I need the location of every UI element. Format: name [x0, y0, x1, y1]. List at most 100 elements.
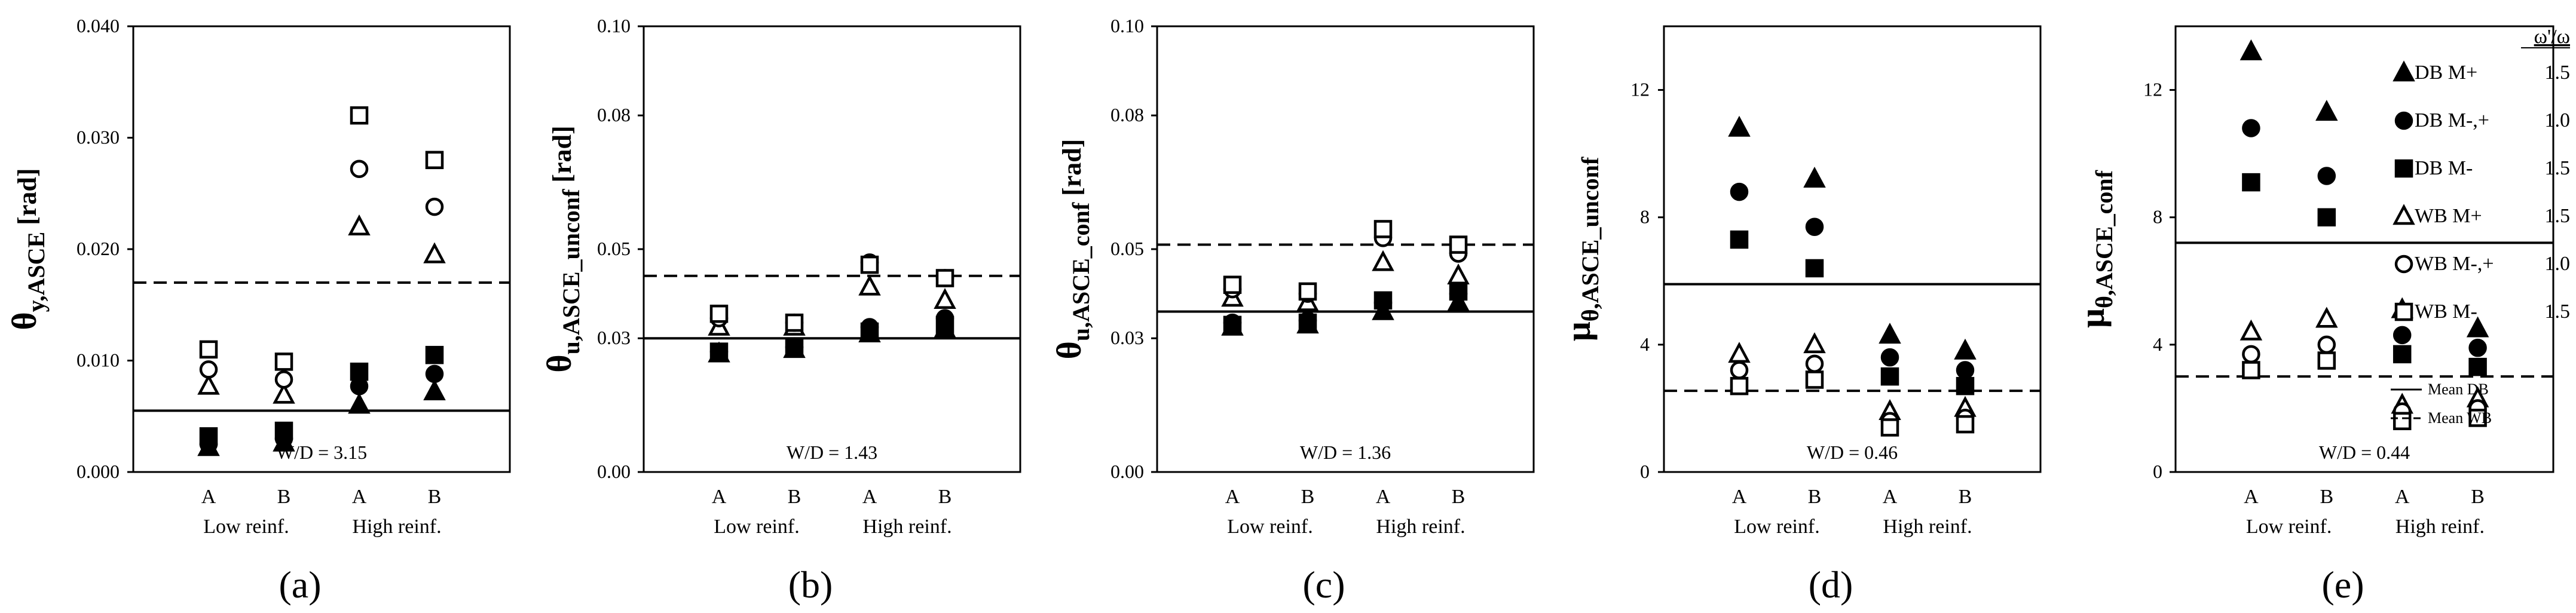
data-point	[1730, 230, 1749, 249]
data-point	[860, 255, 879, 274]
chart-panel-4: 0 4 8 12 μθ,ASCE_unconf W/D = 0.46 A B A B Low rei…	[1559, 25, 2042, 606]
data-point	[348, 393, 371, 414]
legend-entry-label: WB M-	[2415, 301, 2477, 323]
y-tick-label: 8	[1640, 206, 1650, 228]
y-tick-label: 0.03	[1110, 327, 1144, 348]
x-tick-label: B	[1452, 486, 1466, 508]
legend-entry: WB M- 1.5	[2394, 301, 2570, 323]
y-tick-label: 8	[2153, 206, 2162, 228]
legend-line-label: Mean DB	[2428, 381, 2489, 398]
x-tick-label: B	[1808, 486, 1822, 508]
legend-entry: DB M- 1.5	[2394, 157, 2571, 179]
data-point	[197, 373, 220, 395]
legend-entry-ratio: 1.5	[2545, 157, 2571, 179]
data-point	[709, 304, 729, 323]
x-tick-label: B	[277, 486, 291, 508]
x-tick-label: B	[2320, 486, 2333, 508]
wd-ratio-annotation: W/D = 1.43	[787, 442, 877, 463]
data-point	[425, 197, 444, 216]
y-tick-label: 0.030	[77, 127, 120, 148]
x-tick-label: A	[201, 486, 216, 508]
data-point	[1449, 282, 1468, 301]
data-point	[2393, 326, 2412, 345]
panel-caption: (a)	[279, 563, 321, 606]
data-point	[1728, 342, 1751, 363]
legend-entry-ratio: 1.5	[2545, 205, 2571, 227]
group-label: Low reinf.	[1734, 516, 1820, 538]
data-point	[1223, 315, 1242, 335]
data-point	[2468, 409, 2487, 427]
data-point	[785, 313, 804, 332]
data-point	[1954, 338, 1977, 360]
data-point	[1803, 167, 1826, 188]
legend-line-entry: Mean DB	[2391, 381, 2489, 398]
data-point	[1223, 275, 1242, 294]
data-point	[935, 269, 954, 287]
data-point	[2242, 119, 2260, 137]
data-point	[2317, 167, 2336, 185]
group-label: Low reinf.	[203, 516, 289, 538]
y-tick-label: 0.010	[77, 350, 120, 371]
legend-marker	[2393, 204, 2415, 225]
data-point	[934, 288, 956, 309]
group-label: Low reinf.	[714, 516, 800, 538]
data-point	[1373, 220, 1393, 238]
data-point	[860, 322, 879, 341]
data-point	[348, 214, 371, 235]
x-tick-label: A	[1883, 486, 1898, 508]
group-label: High reinf.	[862, 516, 952, 538]
x-tick-label: B	[788, 486, 801, 508]
x-tick-label: A	[2395, 486, 2410, 508]
x-tick-label: A	[1732, 486, 1747, 508]
data-point	[2242, 173, 2260, 192]
legend-entry-label: DB M+	[2415, 62, 2477, 84]
y-tick-label: 0.00	[1110, 461, 1144, 482]
group-label: High reinf.	[352, 516, 441, 538]
x-tick-label: A	[352, 486, 367, 508]
chart-panel-3: 0.00 0.03 0.05 0.08 0.10 θu,ASCE_conf [rad] W/…	[1050, 15, 1535, 606]
data-point	[1805, 354, 1824, 373]
legend-entry-ratio: 1.0	[2545, 109, 2571, 131]
data-point	[1298, 282, 1317, 301]
group-label: Low reinf.	[1227, 516, 1313, 538]
y-axis-label: μθ,ASCE_unconf	[1559, 157, 1604, 341]
data-point	[1880, 367, 1899, 386]
legend-entry: WB M-,+ 1.0	[2394, 253, 2571, 275]
data-point	[1805, 259, 1824, 278]
y-tick-label: 0.08	[1110, 104, 1144, 125]
wd-ratio-annotation: W/D = 0.44	[2319, 442, 2410, 463]
data-point	[425, 151, 444, 170]
legend-marker	[2393, 60, 2415, 82]
data-point	[2393, 345, 2412, 364]
data-point	[2468, 338, 2487, 357]
legend-entry-ratio: 1.0	[2545, 253, 2571, 275]
data-point	[425, 345, 444, 364]
x-tick-label: B	[2471, 486, 2485, 508]
x-tick-label: B	[938, 486, 952, 508]
y-axis-label: μθ,ASCE_conf	[2073, 170, 2118, 327]
data-point	[274, 421, 293, 440]
legend: ω'/ωDB M+ 1.5DB M-,+ 1.0DB M- 1.5WB M+ 1.5WB…	[2391, 26, 2570, 427]
data-point	[1730, 361, 1749, 379]
chart-panel-5: 0 4 8 12 μθ,ASCE_conf W/D = 0.44 A B A B Low reinf…	[2073, 25, 2554, 606]
data-point	[2317, 351, 2336, 370]
x-tick-label: A	[862, 486, 877, 508]
data-point	[350, 106, 369, 125]
data-point	[199, 340, 218, 359]
data-point	[2317, 208, 2336, 226]
data-point	[2466, 316, 2489, 338]
y-axis-label: θy,ASCE [rad]	[5, 168, 50, 330]
legend-entry-label: WB M-,+	[2415, 253, 2494, 275]
data-point	[2315, 306, 2338, 328]
data-point	[1730, 376, 1749, 396]
legend-entry: DB M-,+ 1.0	[2394, 109, 2571, 131]
chart-panel-2: 0.00 0.03 0.05 0.08 0.10 θu,ASCE_unconf [rad]…	[540, 15, 1021, 606]
panel-caption: (c)	[1302, 563, 1345, 606]
data-point	[350, 362, 369, 381]
y-tick-label: 0.020	[77, 238, 120, 259]
y-tick-label: 0.05	[597, 238, 631, 259]
plot-frame	[643, 25, 1021, 473]
data-point	[2468, 357, 2487, 376]
panel-caption: (e)	[2321, 563, 2364, 606]
